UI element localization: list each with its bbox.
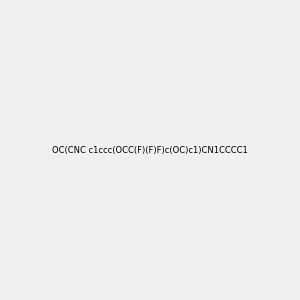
Text: OC(CNC c1ccc(OCC(F)(F)F)c(OC)c1)CN1CCCC1: OC(CNC c1ccc(OCC(F)(F)F)c(OC)c1)CN1CCCC1	[52, 146, 248, 154]
